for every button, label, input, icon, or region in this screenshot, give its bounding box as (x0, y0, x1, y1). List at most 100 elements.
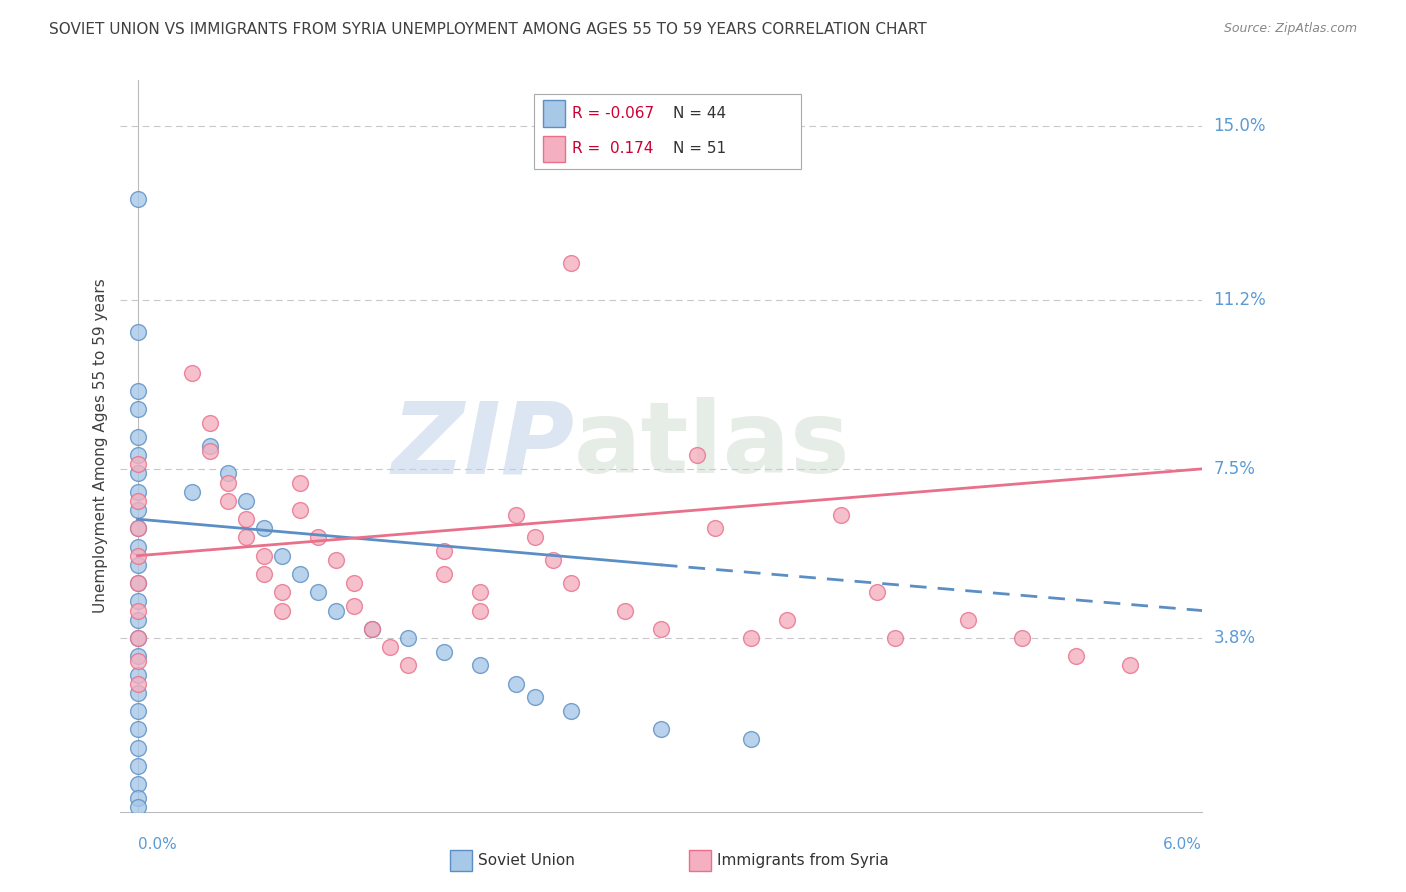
Point (127, 777, 149, 791)
Point (253, 549, 276, 563)
Point (307, 530, 329, 544)
Point (325, 553, 347, 567)
Point (361, 622, 384, 636)
Point (505, 508, 527, 522)
Point (127, 549, 149, 563)
Point (288, 567, 311, 582)
Point (127, 467, 149, 481)
Point (740, 631, 762, 645)
Text: SOVIET UNION VS IMMIGRANTS FROM SYRIA UNEMPLOYMENT AMONG AGES 55 TO 59 YEARS COR: SOVIET UNION VS IMMIGRANTS FROM SYRIA UN… (49, 22, 927, 37)
Text: 7.5%: 7.5% (1213, 460, 1256, 478)
Point (650, 622, 672, 636)
Point (198, 416, 221, 430)
Point (217, 494, 239, 508)
Point (523, 530, 546, 544)
Point (1011, 631, 1033, 645)
Point (127, 800, 149, 814)
Point (433, 544, 456, 558)
Point (541, 553, 564, 567)
Point (560, 704, 582, 718)
Text: R = -0.067: R = -0.067 (572, 106, 654, 120)
Point (470, 604, 492, 618)
Point (325, 604, 347, 618)
Point (288, 503, 311, 517)
Point (127, 448, 149, 462)
Point (235, 494, 257, 508)
Point (470, 585, 492, 599)
Point (1119, 658, 1142, 673)
Point (198, 439, 221, 453)
Point (866, 585, 889, 599)
Point (127, 654, 149, 668)
Point (253, 521, 276, 535)
Point (253, 567, 276, 582)
Point (343, 599, 366, 613)
Point (361, 622, 384, 636)
Point (704, 521, 727, 535)
Point (270, 604, 294, 618)
Point (127, 613, 149, 627)
Point (127, 576, 149, 591)
Point (127, 667, 149, 681)
Point (1064, 649, 1087, 664)
Point (235, 530, 257, 544)
Text: 6.0%: 6.0% (1163, 837, 1202, 852)
Point (127, 604, 149, 618)
Point (127, 558, 149, 572)
Point (396, 658, 419, 673)
Point (560, 256, 582, 270)
Point (127, 759, 149, 773)
Point (433, 567, 456, 582)
Point (380, 640, 402, 655)
Point (776, 613, 799, 627)
Point (127, 686, 149, 700)
Point (650, 723, 672, 737)
Point (127, 540, 149, 554)
Point (180, 366, 202, 380)
Point (470, 658, 492, 673)
Point (127, 521, 149, 535)
Point (127, 649, 149, 664)
Point (127, 458, 149, 472)
Text: R =  0.174: R = 0.174 (572, 142, 654, 156)
Point (127, 676, 149, 690)
Text: 11.2%: 11.2% (1213, 291, 1265, 309)
Text: 15.0%: 15.0% (1213, 117, 1265, 135)
Point (127, 576, 149, 591)
Text: ZIP: ZIP (391, 398, 574, 494)
Point (288, 475, 311, 490)
Point (523, 690, 546, 705)
Text: N = 44: N = 44 (673, 106, 727, 120)
Point (127, 594, 149, 608)
Point (198, 443, 221, 458)
Point (127, 723, 149, 737)
Point (830, 508, 852, 522)
Point (217, 475, 239, 490)
Point (613, 604, 636, 618)
Point (127, 521, 149, 535)
Text: Soviet Union: Soviet Union (478, 854, 575, 868)
Point (270, 585, 294, 599)
Point (560, 576, 582, 591)
Point (127, 494, 149, 508)
Point (127, 384, 149, 399)
Point (180, 484, 202, 499)
Text: Source: ZipAtlas.com: Source: ZipAtlas.com (1223, 22, 1357, 36)
Point (343, 576, 366, 591)
Point (235, 512, 257, 526)
Point (127, 325, 149, 339)
Point (127, 631, 149, 645)
Point (127, 791, 149, 805)
Point (396, 631, 419, 645)
Point (433, 645, 456, 659)
Point (270, 549, 294, 563)
Point (127, 192, 149, 206)
Point (127, 402, 149, 417)
Point (217, 467, 239, 481)
Point (307, 585, 329, 599)
Point (740, 731, 762, 746)
Point (127, 430, 149, 444)
Point (956, 613, 979, 627)
Text: N = 51: N = 51 (673, 142, 727, 156)
Point (127, 740, 149, 755)
